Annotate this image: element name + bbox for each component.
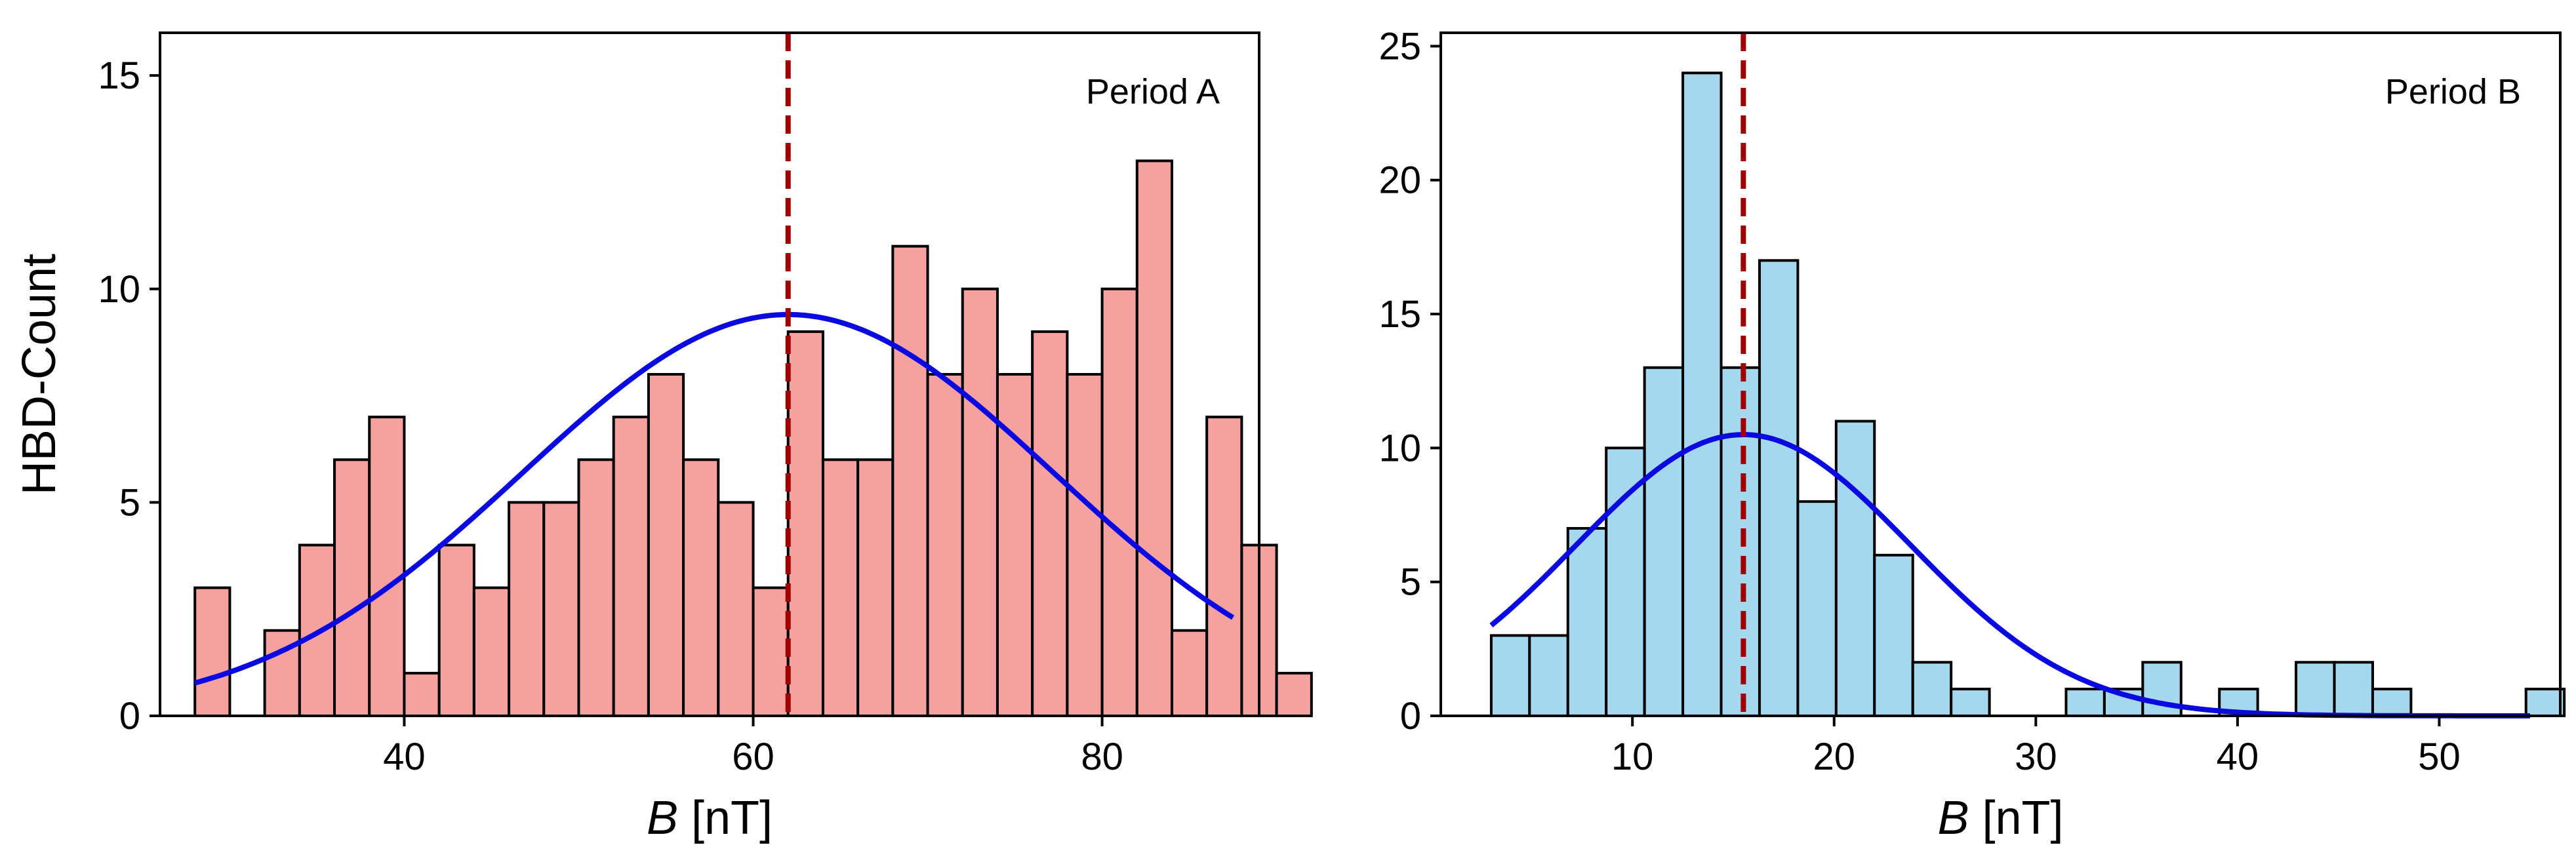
axes-frame — [159, 31, 1260, 717]
y-tick-label: 5 — [1400, 561, 1421, 604]
histogram-bar — [821, 458, 860, 717]
histogram-bar — [1643, 366, 1685, 717]
histogram-panel-period-b: 10 20 30 40 50 0 5 10 15 20 25 Period B B [nT] — [1379, 25, 2566, 844]
histogram-bar — [856, 458, 895, 717]
bars-period-b — [1489, 71, 2566, 718]
x-tick-label: 30 — [2015, 736, 2057, 778]
histogram-bar — [403, 671, 441, 717]
histogram-bar — [1566, 526, 1608, 717]
histogram-bar — [1758, 259, 1800, 718]
x-tick-label: 80 — [1081, 736, 1123, 778]
histogram-bar — [926, 373, 964, 717]
axes-frame-period-b — [1439, 31, 2562, 717]
y-ticks-period-a: 0 5 10 15 — [98, 54, 160, 737]
panel-label-period-a: Period A — [1086, 72, 1220, 111]
histogram-bar — [1031, 330, 1069, 717]
x-axis-unit: [nT] — [1969, 792, 2063, 844]
histogram-bar — [1135, 159, 1173, 717]
x-tick-label: 40 — [383, 736, 426, 778]
histogram-bar — [1066, 373, 1104, 717]
axes-frame — [1439, 31, 2562, 717]
histogram-bar — [1170, 629, 1209, 717]
x-axis-symbol: B — [647, 792, 678, 844]
histogram-bar — [577, 458, 615, 717]
x-tick-label: 20 — [1813, 736, 1855, 778]
histogram-bar — [368, 416, 406, 717]
histogram-bar — [2524, 688, 2566, 717]
histogram-bar — [2371, 688, 2413, 717]
x-axis-unit: [nT] — [678, 792, 773, 844]
histogram-bar — [891, 245, 929, 717]
histogram-bar — [752, 586, 790, 717]
histogram-bar — [472, 586, 511, 717]
histogram-bar — [2295, 661, 2336, 718]
histogram-bar — [1796, 500, 1838, 717]
histogram-bar — [508, 501, 546, 717]
histogram-bar — [612, 416, 650, 717]
y-tick-label: 10 — [98, 268, 140, 311]
histogram-bar — [647, 373, 685, 717]
histogram-bar — [961, 287, 999, 717]
histogram-bar — [2064, 688, 2106, 717]
axes-frame-period-a — [159, 31, 1260, 717]
x-tick-label: 40 — [2217, 736, 2259, 778]
y-axis-label: HBD-Count — [13, 254, 66, 495]
histogram-bar — [1950, 688, 1991, 717]
y-tick-label: 0 — [119, 695, 140, 737]
histogram-bar — [1605, 446, 1646, 717]
y-tick-label: 15 — [1379, 293, 1421, 336]
histogram-bar — [1528, 634, 1569, 717]
histogram-bar — [333, 458, 371, 717]
histogram-bar — [2333, 661, 2374, 718]
histogram-bar — [437, 543, 475, 717]
histogram-bar — [1275, 671, 1313, 717]
x-tick-label: 60 — [732, 736, 775, 778]
x-tick-label: 10 — [1611, 736, 1654, 778]
histogram-bar — [1873, 553, 1914, 718]
y-tick-label: 10 — [1379, 427, 1421, 469]
y-tick-label: 0 — [1400, 695, 1421, 737]
y-tick-label: 15 — [98, 54, 140, 97]
histogram-bar — [1489, 634, 1531, 717]
histogram-bar — [542, 501, 580, 717]
histogram-bar — [1100, 287, 1138, 717]
y-tick-label: 20 — [1379, 159, 1421, 202]
x-axis-label-period-a: B [nT] — [647, 792, 773, 844]
histogram-panel-period-a: 40 60 80 0 5 10 15 Period A B [nT] HBD-Count — [13, 31, 1313, 844]
y-tick-label: 5 — [119, 481, 140, 524]
histogram-bar — [786, 330, 824, 717]
histogram-bar — [1834, 420, 1876, 718]
bars-period-a — [193, 159, 1313, 717]
histogram-bar — [1681, 71, 1723, 717]
panel-label-period-b: Period B — [2385, 72, 2521, 111]
x-tick-label: 50 — [2418, 736, 2461, 778]
histogram-bar — [193, 586, 231, 717]
x-axis-label-period-b: B [nT] — [1937, 792, 2063, 844]
histogram-bar — [1911, 661, 1953, 718]
gaussian-fit-curve — [194, 311, 1235, 686]
gaussian-fit-period-a — [194, 311, 1235, 686]
y-tick-label: 25 — [1379, 25, 1421, 68]
y-ticks-period-b: 0 5 10 15 20 25 — [1379, 25, 1441, 737]
histogram-bar — [682, 458, 720, 717]
histogram-bar — [1720, 366, 1761, 717]
x-axis-symbol: B — [1937, 792, 1969, 844]
x-ticks-period-a: 40 60 80 — [383, 716, 1123, 778]
histogram-bar — [1205, 416, 1243, 717]
x-ticks-period-b: 10 20 30 40 50 — [1611, 716, 2461, 778]
histogram-bar — [717, 501, 755, 717]
